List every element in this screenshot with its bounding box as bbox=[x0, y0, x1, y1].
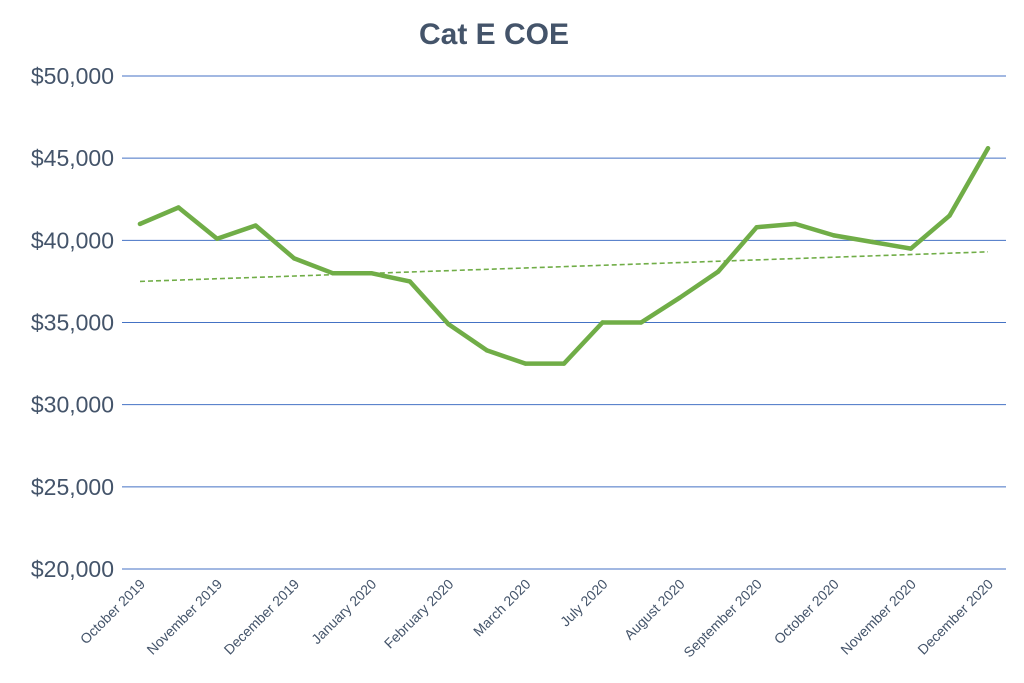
gridlines bbox=[122, 75, 1006, 570]
data-point bbox=[908, 246, 914, 251]
y-tick-label: $20,000 bbox=[31, 556, 114, 582]
data-point bbox=[985, 146, 991, 151]
data-point bbox=[446, 321, 451, 327]
y-tick-label: $50,000 bbox=[31, 63, 114, 89]
series-lines bbox=[137, 146, 991, 366]
data-point bbox=[677, 295, 682, 301]
x-tick-label: October 2020 bbox=[771, 576, 842, 647]
data-point bbox=[561, 361, 567, 366]
x-tick-label: November 2019 bbox=[143, 576, 225, 658]
x-tick-label: December 2019 bbox=[221, 576, 303, 658]
y-tick-label: $45,000 bbox=[31, 145, 114, 171]
data-point bbox=[754, 224, 759, 230]
x-tick-label: February 2020 bbox=[381, 576, 457, 652]
data-point bbox=[253, 223, 258, 228]
data-point bbox=[831, 233, 837, 238]
x-tick-label: August 2020 bbox=[621, 576, 688, 643]
data-point bbox=[600, 320, 605, 325]
data-point bbox=[947, 213, 952, 218]
data-point bbox=[176, 205, 181, 210]
x-tick-label: October 2019 bbox=[77, 576, 148, 647]
x-tick-label: September 2020 bbox=[680, 576, 765, 661]
x-tick-label: March 2020 bbox=[470, 576, 534, 640]
data-point bbox=[369, 271, 374, 276]
data-point bbox=[291, 256, 297, 261]
data-point bbox=[484, 348, 490, 353]
y-tick-label: $40,000 bbox=[31, 227, 114, 253]
data-point bbox=[137, 221, 143, 227]
data-point bbox=[330, 271, 335, 276]
data-point bbox=[214, 236, 220, 241]
trendline bbox=[139, 251, 989, 283]
y-tick-label: $30,000 bbox=[31, 392, 114, 418]
data-point bbox=[638, 320, 644, 325]
y-axis-tick-labels: $20,000 $25,000 $30,000 $35,000 $40,000 $45,0… bbox=[31, 63, 114, 582]
trendline-group bbox=[139, 251, 989, 283]
y-tick-label: $25,000 bbox=[31, 474, 114, 500]
x-tick-label: January 2020 bbox=[308, 576, 379, 647]
data-point bbox=[793, 221, 798, 227]
x-tick-label: December 2020 bbox=[914, 576, 996, 658]
data-point bbox=[715, 269, 721, 274]
data-point bbox=[407, 279, 413, 284]
data-point bbox=[870, 239, 875, 245]
data-point bbox=[523, 361, 528, 366]
chart-title: Cat E COE bbox=[419, 18, 569, 51]
y-tick-label: $35,000 bbox=[31, 310, 114, 336]
x-tick-label: July 2020 bbox=[557, 576, 611, 630]
x-tick-label: November 2020 bbox=[837, 576, 919, 658]
